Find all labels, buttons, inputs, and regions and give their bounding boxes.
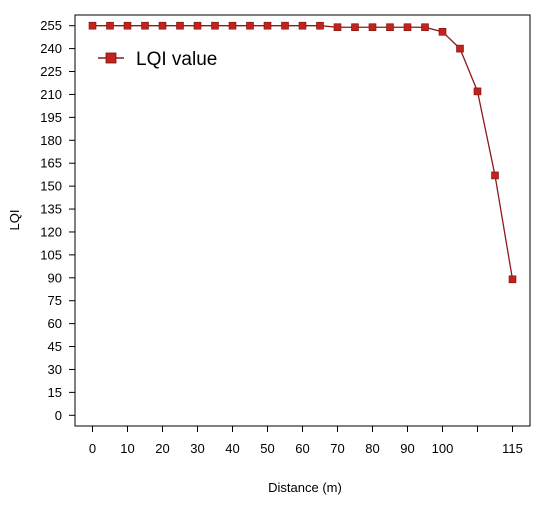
data-point-marker [228,21,237,30]
x-tick-label: 40 [225,441,239,456]
y-tick-label: 255 [40,18,62,33]
legend: LQI value [98,49,217,70]
y-tick-label: 90 [48,270,62,285]
data-point-marker [438,28,447,36]
data-point-marker [158,21,167,30]
y-tick-label: 75 [48,293,62,308]
data-point-marker [193,21,202,30]
data-point-marker [316,21,324,30]
x-tick-label: 0 [89,441,96,456]
data-series [88,21,517,284]
y-tick-label: 210 [40,87,62,102]
y-axis-ticks: 0 15 30 45 60 75 90 105 120 135 150 165 180 195 210 225… [40,18,75,423]
y-tick-label: 0 [55,408,62,423]
y-tick-label: 15 [48,385,62,400]
x-tick-label: 80 [365,441,379,456]
y-tick-label: 165 [40,156,62,171]
data-point-marker [491,171,499,180]
y-tick-label: 60 [48,316,62,331]
legend-marker-icon [105,52,117,64]
y-tick-label: 240 [40,41,62,56]
x-axis-ticks: 0 10 20 30 40 50 60 70 80 90 100 115 [89,426,523,456]
legend-label: LQI value [136,49,217,70]
x-tick-label: 70 [330,441,344,456]
data-point-marker [281,21,289,30]
y-tick-label: 105 [40,247,62,262]
x-tick-label: 90 [400,441,414,456]
data-point-marker [456,44,464,53]
y-tick-label: 135 [40,202,62,217]
data-point-marker [403,23,412,32]
y-tick-label: 225 [40,64,62,79]
data-point-marker [88,21,97,30]
data-point-marker [333,23,342,32]
data-point-marker [141,21,149,30]
y-tick-label: 195 [40,110,62,125]
y-tick-label: 150 [40,179,62,194]
x-tick-label: 50 [260,441,274,456]
y-axis-title: LQI [7,210,22,231]
data-point-marker [176,21,184,30]
data-point-marker [211,21,219,30]
data-point-marker [351,23,359,32]
y-tick-label: 30 [48,362,62,377]
x-tick-label: 115 [502,441,523,456]
y-tick-label: 180 [40,133,62,148]
data-point-marker [123,21,132,30]
x-tick-label: 20 [155,441,169,456]
data-point-marker [106,21,114,30]
y-tick-label: 120 [40,224,62,239]
data-point-marker [368,23,377,32]
plot-frame [74,14,531,427]
data-point-marker [263,21,272,30]
x-tick-label: 60 [295,441,309,456]
x-axis-title: Distance (m) [268,480,342,495]
x-tick-label: 10 [120,441,134,456]
data-point-marker [473,87,482,96]
data-point-marker [298,21,307,30]
data-point-marker [508,275,517,284]
x-tick-label: 30 [190,441,204,456]
data-point-marker [421,23,429,32]
data-point-marker [386,23,394,32]
x-tick-label: 100 [432,441,454,456]
data-point-marker [246,21,254,30]
y-tick-label: 45 [48,339,62,354]
